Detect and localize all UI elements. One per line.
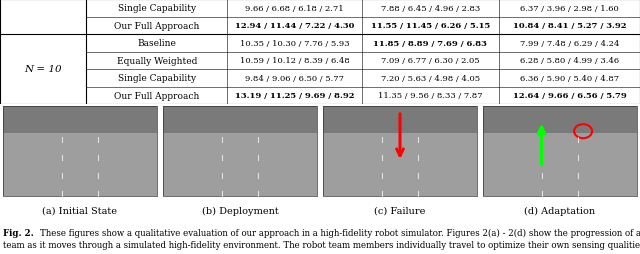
Text: (a) Initial State: (a) Initial State <box>42 206 118 215</box>
Text: (c) Failure: (c) Failure <box>374 206 426 215</box>
Text: 12.64 / 9.66 / 6.56 / 5.79: 12.64 / 9.66 / 6.56 / 5.79 <box>513 92 627 100</box>
Text: 10.59 / 10.12 / 8.39 / 6.48: 10.59 / 10.12 / 8.39 / 6.48 <box>239 57 349 65</box>
Text: (b) Deployment: (b) Deployment <box>202 206 278 215</box>
Text: 7.99 / 7.48 / 6.29 / 4.24: 7.99 / 7.48 / 6.29 / 4.24 <box>520 40 620 47</box>
Text: 7.09 / 6.77 / 6.30 / 2.05: 7.09 / 6.77 / 6.30 / 2.05 <box>381 57 480 65</box>
Text: Baseline: Baseline <box>138 39 176 48</box>
Bar <box>483 107 637 196</box>
Text: 10.35 / 10.30 / 7.76 / 5.93: 10.35 / 10.30 / 7.76 / 5.93 <box>239 40 349 47</box>
Bar <box>163 107 317 133</box>
Text: 7.20 / 5.63 / 4.98 / 4.05: 7.20 / 5.63 / 4.98 / 4.05 <box>381 74 480 83</box>
Text: 13.19 / 11.25 / 9.69 / 8.92: 13.19 / 11.25 / 9.69 / 8.92 <box>235 92 354 100</box>
Text: 9.84 / 9.06 / 6.50 / 5.77: 9.84 / 9.06 / 6.50 / 5.77 <box>245 74 344 83</box>
Text: Equally Weighted: Equally Weighted <box>116 57 197 66</box>
Bar <box>323 107 477 133</box>
Text: 7.88 / 6.45 / 4.96 / 2.83: 7.88 / 6.45 / 4.96 / 2.83 <box>381 5 480 13</box>
Text: 11.35 / 9.56 / 8.33 / 7.87: 11.35 / 9.56 / 8.33 / 7.87 <box>378 92 483 100</box>
Bar <box>483 107 637 133</box>
Bar <box>323 133 477 196</box>
Text: Fig. 2.: Fig. 2. <box>3 228 34 237</box>
Text: N = 10: N = 10 <box>24 65 62 74</box>
Bar <box>163 133 317 196</box>
Text: 6.37 / 3.96 / 2.98 / 1.60: 6.37 / 3.96 / 2.98 / 1.60 <box>520 5 619 13</box>
Text: 6.36 / 5.90 / 5.40 / 4.87: 6.36 / 5.90 / 5.40 / 4.87 <box>520 74 619 83</box>
Text: 9.66 / 6.68 / 6.18 / 2.71: 9.66 / 6.68 / 6.18 / 2.71 <box>245 5 344 13</box>
Text: Single Capability: Single Capability <box>118 4 196 13</box>
Text: These figures show a qualitative evaluation of our approach in a high-fidelity r: These figures show a qualitative evaluat… <box>40 228 640 237</box>
Text: Single Capability: Single Capability <box>118 74 196 83</box>
Text: 10.84 / 8.41 / 5.27 / 3.92: 10.84 / 8.41 / 5.27 / 3.92 <box>513 22 627 30</box>
Text: 11.55 / 11.45 / 6.26 / 5.15: 11.55 / 11.45 / 6.26 / 5.15 <box>371 22 490 30</box>
Text: 6.28 / 5.80 / 4.99 / 3.46: 6.28 / 5.80 / 4.99 / 3.46 <box>520 57 619 65</box>
Text: (d) Adaptation: (d) Adaptation <box>524 206 596 215</box>
Text: 12.94 / 11.44 / 7.22 / 4.30: 12.94 / 11.44 / 7.22 / 4.30 <box>235 22 354 30</box>
Text: Our Full Approach: Our Full Approach <box>114 91 200 100</box>
Bar <box>3 133 157 196</box>
Text: 11.85 / 8.89 / 7.69 / 6.83: 11.85 / 8.89 / 7.69 / 6.83 <box>374 40 487 47</box>
Bar <box>3 107 157 133</box>
Bar <box>483 133 637 196</box>
Bar <box>3 107 157 196</box>
Bar <box>323 107 477 196</box>
Bar <box>163 107 317 196</box>
Text: Our Full Approach: Our Full Approach <box>114 22 200 31</box>
Text: team as it moves through a simulated high-fidelity environment. The robot team m: team as it moves through a simulated hig… <box>3 240 640 249</box>
